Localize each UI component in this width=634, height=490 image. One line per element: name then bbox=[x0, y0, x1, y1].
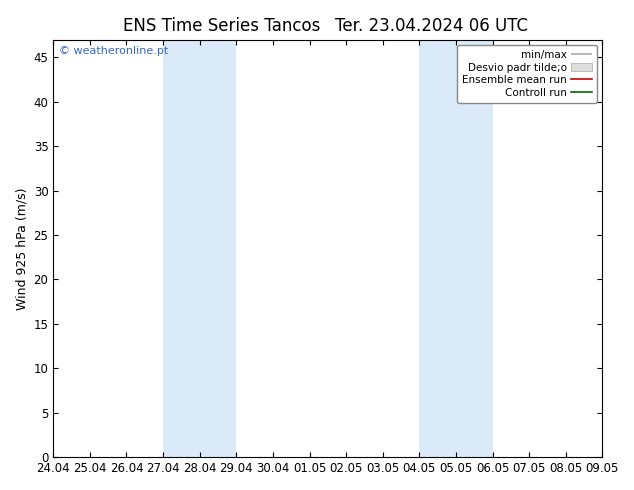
Text: © weatheronline.pt: © weatheronline.pt bbox=[59, 46, 168, 56]
Bar bbox=[163, 40, 236, 457]
Text: Ter. 23.04.2024 06 UTC: Ter. 23.04.2024 06 UTC bbox=[335, 17, 527, 35]
Bar bbox=[419, 40, 493, 457]
Y-axis label: Wind 925 hPa (m/s): Wind 925 hPa (m/s) bbox=[15, 187, 28, 310]
Legend: min/max, Desvio padr tilde;o, Ensemble mean run, Controll run: min/max, Desvio padr tilde;o, Ensemble m… bbox=[457, 45, 597, 103]
Text: ENS Time Series Tancos: ENS Time Series Tancos bbox=[123, 17, 321, 35]
